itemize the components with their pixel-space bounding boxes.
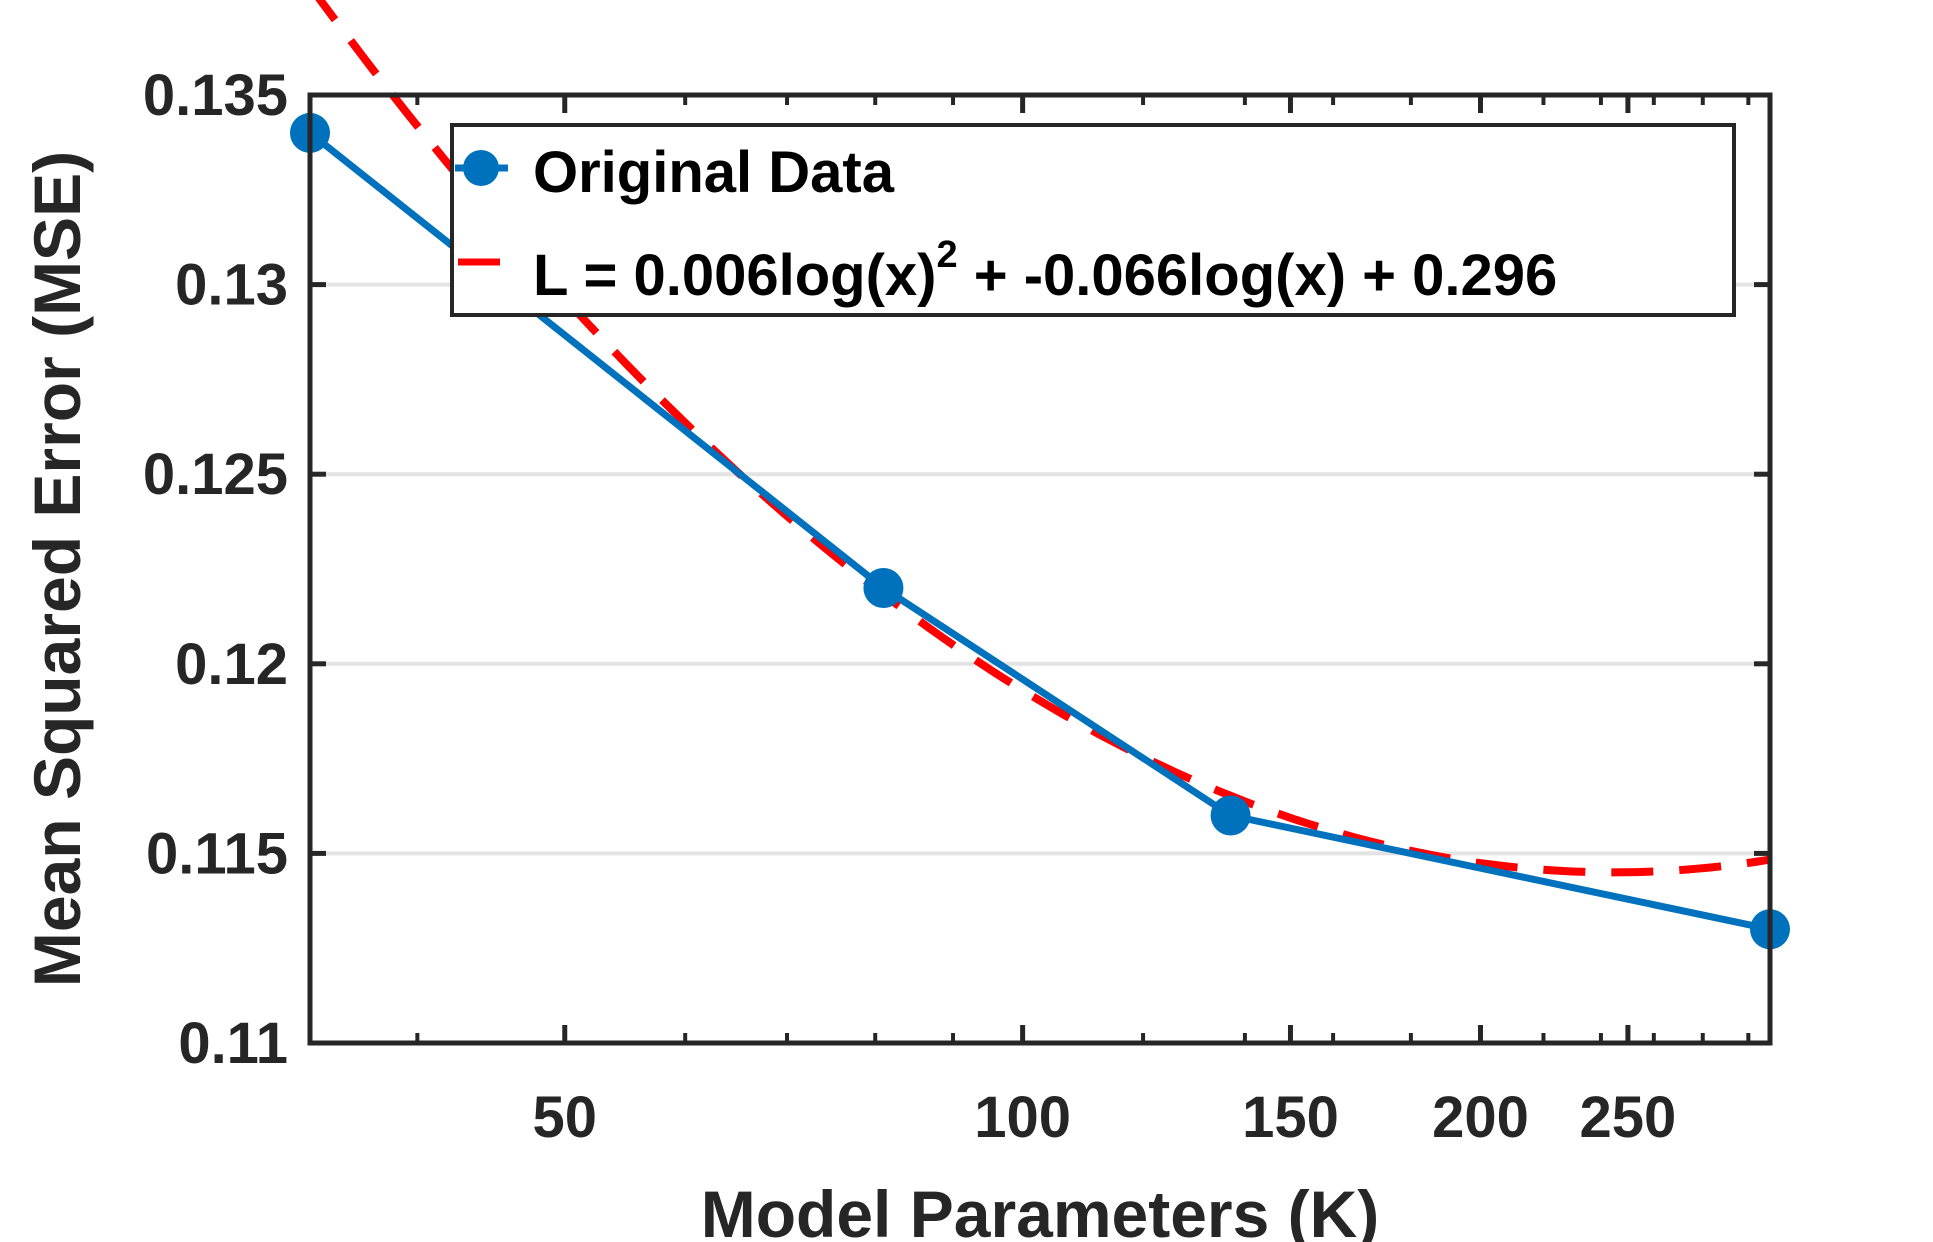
fit-curve (315, 0, 1771, 877)
x-tick-label: 50 (532, 1085, 597, 1150)
x-tick-labels: 50 100 150 200 250 (532, 1085, 1676, 1150)
legend-marker-original (463, 150, 499, 186)
original-data-series (290, 112, 1790, 950)
legend-fit-tail: + -0.066log(x) + 0.296 (958, 243, 1558, 308)
y-tick-labels: 0.11 0.115 0.12 0.125 0.13 0.135 (143, 63, 288, 1076)
y-tick-label: 0.12 (175, 632, 288, 697)
x-tick-label: 100 (974, 1085, 1071, 1150)
fit-series (315, 0, 1771, 877)
y-tick-label: 0.115 (146, 821, 288, 886)
legend-fit-sup: 2 (936, 234, 957, 276)
data-point (1210, 795, 1251, 836)
x-tick-label: 250 (1580, 1085, 1677, 1150)
y-tick-label: 0.13 (175, 253, 288, 318)
legend-label-original: Original Data (533, 140, 895, 205)
y-tick-label: 0.125 (143, 442, 288, 507)
x-tick-label: 200 (1432, 1085, 1529, 1150)
y-axis-title: Mean Squared Error (MSE) (20, 151, 94, 987)
y-tick-label: 0.11 (178, 1011, 288, 1076)
legend-fit-main: L = 0.006log(x) (533, 243, 936, 308)
original-data-line (307, 130, 1771, 933)
x-tick-label: 150 (1242, 1085, 1339, 1150)
y-tick-label: 0.135 (143, 63, 288, 128)
legend-label-fit: L = 0.006log(x)2 + -0.066log(x) + 0.296 (533, 234, 1557, 308)
plot-frame (307, 92, 1773, 1046)
data-point (863, 567, 904, 608)
legend: Original Data L = 0.006log(x)2 + -0.066l… (450, 123, 1736, 317)
x-axis-title: Model Parameters (K) (701, 1177, 1380, 1242)
legend-box (450, 123, 1736, 317)
